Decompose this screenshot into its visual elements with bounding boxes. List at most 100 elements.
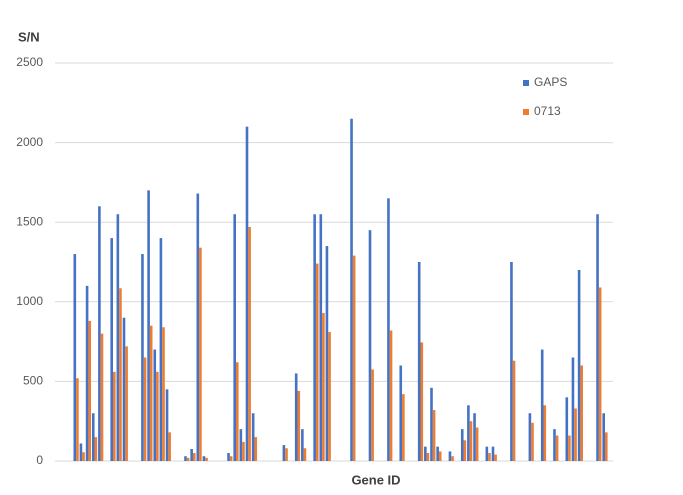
- bar: [94, 437, 98, 461]
- bar: [186, 457, 190, 461]
- bar: [438, 451, 442, 461]
- bar: [451, 456, 454, 461]
- bar: [328, 332, 331, 461]
- bar: [543, 405, 547, 461]
- y-tick-label: 1000: [16, 294, 43, 308]
- bar: [165, 389, 169, 461]
- bar: [571, 357, 575, 461]
- bar: [285, 448, 288, 461]
- bar: [565, 397, 569, 461]
- bar: [319, 214, 323, 461]
- bar: [605, 432, 608, 461]
- bar: [229, 456, 233, 461]
- bar: [389, 330, 393, 461]
- bar: [485, 446, 489, 461]
- bar: [574, 408, 577, 461]
- bar: [475, 427, 479, 461]
- bar: [420, 342, 424, 461]
- bar: [424, 446, 427, 461]
- bar: [528, 413, 532, 461]
- bar: [467, 405, 470, 461]
- bar: [110, 238, 113, 461]
- bar: [282, 445, 286, 461]
- bar: [236, 362, 239, 461]
- legend-swatch: [523, 80, 529, 86]
- bar: [79, 443, 83, 461]
- bar: [239, 429, 243, 461]
- bar: [315, 263, 319, 461]
- bar: [436, 446, 439, 461]
- bar: [568, 435, 571, 461]
- bar: [313, 214, 316, 461]
- bar: [303, 448, 307, 461]
- bar: [426, 453, 430, 461]
- bar: [352, 255, 356, 461]
- y-axis-label: S/N: [18, 29, 40, 44]
- bar: [350, 118, 353, 461]
- bar: [602, 413, 605, 461]
- bar: [205, 457, 208, 461]
- x-axis-label: Gene ID: [351, 472, 400, 487]
- bar: [125, 346, 128, 461]
- bar: [368, 230, 372, 461]
- bar: [417, 262, 421, 461]
- y-tick-label: 2000: [16, 135, 43, 149]
- bar: [387, 198, 390, 461]
- bar: [149, 325, 153, 461]
- bar: [196, 193, 200, 461]
- y-tick-label: 1500: [16, 214, 43, 228]
- bar: [322, 312, 325, 461]
- bar: [143, 357, 147, 461]
- y-tick-label: 500: [23, 374, 43, 388]
- bar: [596, 214, 599, 461]
- bar: [463, 440, 467, 461]
- bar: [141, 254, 144, 461]
- bar: [473, 413, 476, 461]
- bar: [119, 288, 122, 461]
- bar: [192, 453, 196, 461]
- bar: [553, 429, 556, 461]
- bar: [242, 441, 245, 461]
- bar: [294, 373, 298, 461]
- legend-swatch: [523, 109, 529, 115]
- bar: [491, 446, 495, 461]
- bar: [469, 421, 473, 461]
- bar: [100, 333, 104, 461]
- y-tick-label: 2500: [16, 55, 43, 69]
- bar: [227, 453, 230, 461]
- bar: [301, 429, 304, 461]
- bar: [488, 453, 491, 461]
- bar: [402, 394, 405, 461]
- bar: [85, 285, 89, 461]
- bar: [510, 262, 513, 461]
- bar: [430, 387, 433, 461]
- bar: [580, 365, 583, 461]
- bar: [190, 449, 193, 461]
- bar: [371, 369, 374, 461]
- bar: [116, 214, 120, 461]
- bar: [254, 437, 258, 461]
- bar: [199, 247, 202, 461]
- bar: [460, 429, 464, 461]
- bar: [251, 413, 255, 461]
- bar: [540, 349, 544, 461]
- bar: [159, 238, 163, 461]
- bar: [448, 451, 452, 461]
- bar: [168, 432, 171, 461]
- bar: [76, 378, 79, 461]
- legend-label: GAPS: [534, 75, 567, 89]
- bar: [162, 327, 165, 461]
- bar: [233, 214, 236, 461]
- bar: [297, 390, 301, 461]
- bar: [248, 226, 251, 461]
- bar: [399, 365, 403, 461]
- bar: [577, 269, 581, 461]
- bar: [82, 452, 85, 461]
- bar: [598, 287, 602, 461]
- bar: [245, 126, 249, 462]
- bar: [122, 317, 126, 461]
- y-tick-label: 0: [36, 453, 43, 467]
- bar: [512, 360, 516, 461]
- bar: [184, 456, 187, 461]
